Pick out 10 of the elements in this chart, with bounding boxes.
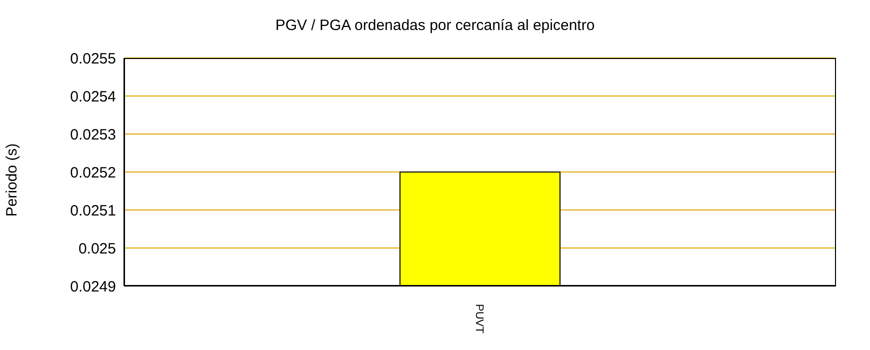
y-axis-title: Periodo (s) — [4, 143, 20, 217]
chart-title: PGV / PGA ordenadas por cercanía al epicentro — [274, 17, 596, 34]
y-tick-label: 0.0251 — [70, 202, 116, 220]
y-tick-label: 0.0255 — [70, 50, 116, 68]
y-tick-label: 0.0253 — [70, 126, 116, 144]
y-tick-label: 0.025 — [78, 240, 116, 258]
y-tick-label: 0.0254 — [70, 88, 116, 106]
y-tick-label: 0.0249 — [70, 278, 116, 296]
y-tick-label: 0.0252 — [70, 164, 116, 182]
x-tick-label: PUVT — [473, 304, 485, 334]
